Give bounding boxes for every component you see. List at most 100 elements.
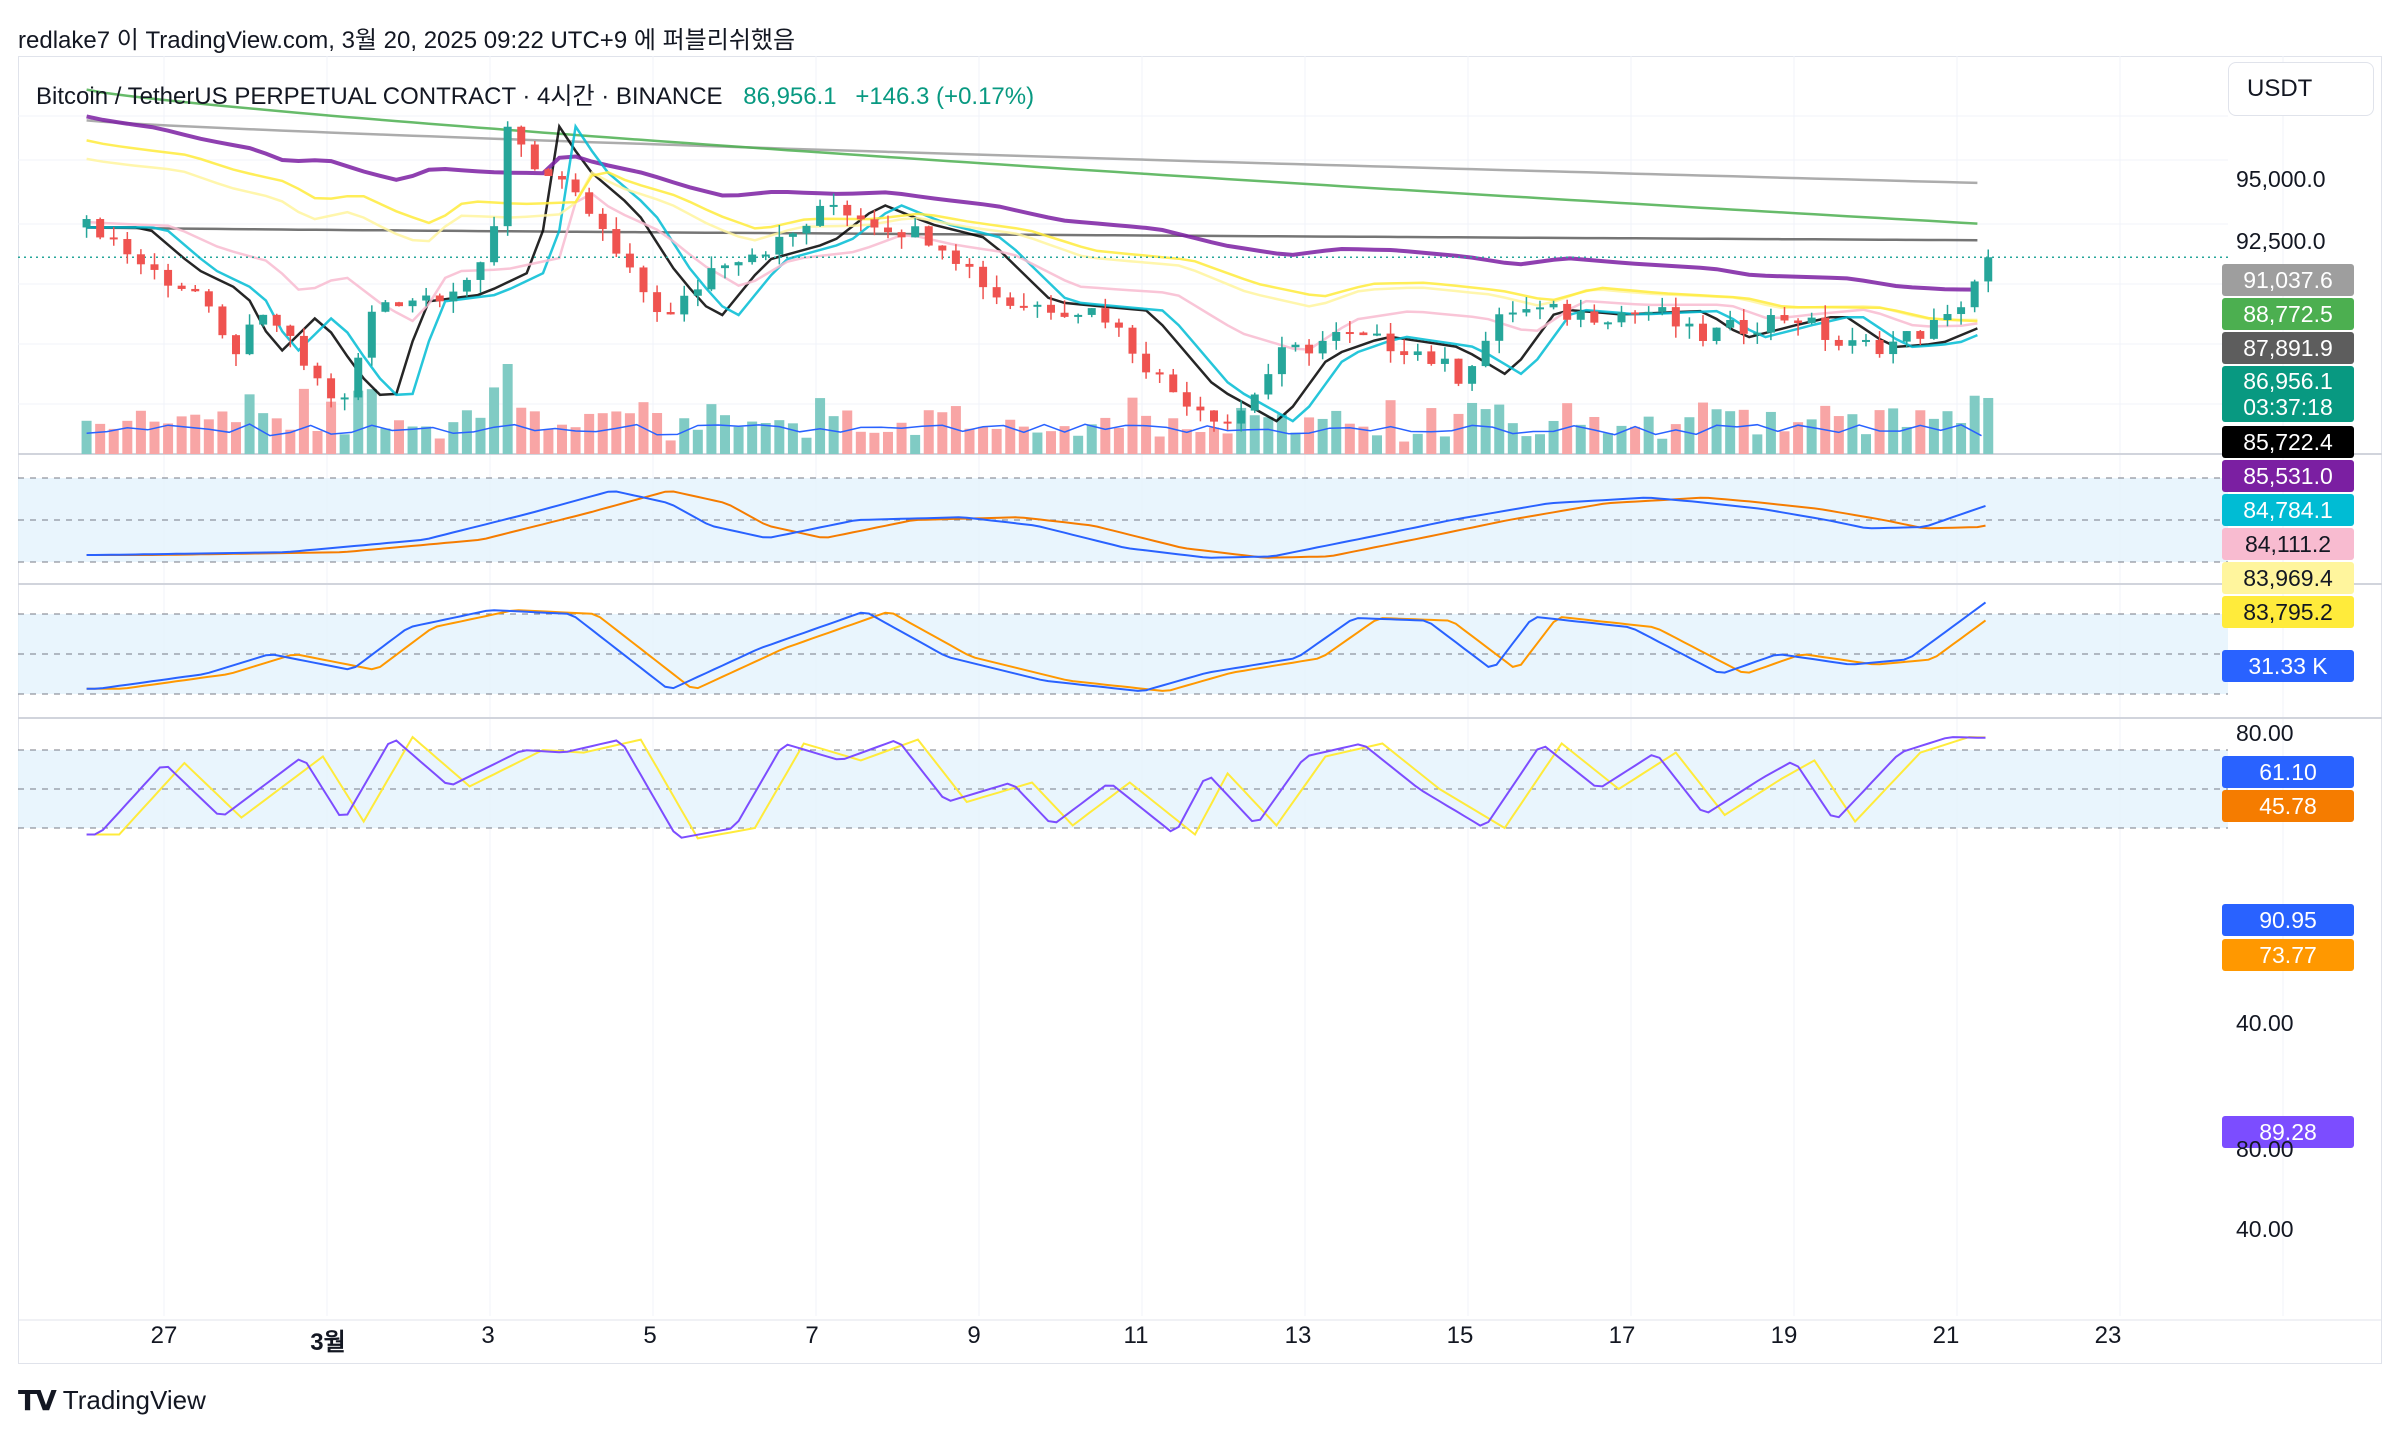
candle-up (720, 265, 729, 269)
candle-down (598, 213, 607, 230)
stoch-rsi-axis-label: 80.00 (2236, 1136, 2294, 1162)
candle-down (625, 253, 634, 268)
candle-down (992, 287, 1001, 298)
candle-up (680, 295, 689, 315)
moving-averages (18, 88, 2228, 423)
candle-down (979, 266, 988, 288)
volume-bar (1833, 416, 1844, 454)
price-level-tag: 85,722.4 (2222, 426, 2354, 458)
candle-down (1101, 308, 1110, 323)
candle-down (1019, 305, 1028, 308)
volume-bar (1399, 441, 1410, 454)
volume-bar (1181, 429, 1192, 454)
candle-down (218, 306, 227, 336)
volume-bar (1657, 438, 1668, 454)
candle-down (530, 144, 539, 170)
candle-up (1264, 374, 1273, 395)
candle-up (1277, 347, 1286, 375)
price-change: +146.3 (+0.17%) (855, 83, 1035, 110)
candle-up (245, 324, 254, 355)
chart-canvas[interactable] (18, 56, 2382, 1364)
candle-up (1617, 312, 1626, 323)
candle-up (707, 268, 716, 290)
candle-down (231, 335, 240, 355)
volume-bar (556, 424, 567, 454)
volume-bar (869, 432, 880, 454)
candle-down (1060, 312, 1069, 317)
volume-bar (393, 420, 404, 454)
volume-bar (692, 429, 703, 454)
volume-bar (1589, 416, 1600, 454)
volume-bar (203, 419, 214, 454)
candle-up (476, 262, 485, 280)
volume-bar (1032, 432, 1043, 454)
volume-bar (801, 437, 812, 454)
candle-down (965, 263, 974, 267)
volume-bar (665, 440, 676, 454)
price-axis-label: 92,500.0 (2236, 228, 2326, 254)
candle-up (1644, 311, 1653, 314)
volume-bar (1670, 424, 1681, 454)
price-level-tag: 91,037.6 (2222, 264, 2354, 296)
volume-bar (719, 415, 730, 454)
volume-bar (1113, 427, 1124, 454)
volume-bar (108, 428, 119, 454)
volume-bar (855, 431, 866, 454)
volume-bar (298, 388, 309, 454)
volume-bar (1154, 436, 1165, 454)
volume-bar (1956, 423, 1967, 454)
candle-down (1590, 311, 1599, 323)
volume-bar (679, 418, 690, 454)
price-level-value: 83,969.4 (2243, 565, 2333, 591)
stoch-k-line (86, 601, 1987, 692)
bar-countdown: 03:37:18 (2243, 394, 2333, 420)
candle-down (639, 267, 648, 293)
tradingview-logo[interactable]: 𝗧𝗩 TradingView (18, 1384, 206, 1417)
volume-bar (1276, 414, 1287, 454)
volume-bar (991, 428, 1002, 454)
volume-bar (1507, 423, 1518, 454)
candle-down (1142, 353, 1151, 373)
candle-up (1291, 344, 1300, 348)
candle-down (1155, 372, 1164, 375)
x-axis-label: 21 (1932, 1322, 1960, 1349)
x-axis-label: 3월 (310, 1329, 346, 1356)
candle-down (109, 237, 118, 240)
candle-up (1957, 307, 1966, 315)
symbol-title[interactable]: Bitcoin / TetherUS PERPETUAL CONTRACT · … (36, 83, 723, 110)
volume-bar (380, 428, 391, 454)
volume-bar (366, 389, 377, 454)
volume-bar (285, 429, 296, 454)
volume-bar (747, 421, 758, 454)
candle-down (204, 291, 213, 307)
volume-bar (149, 421, 160, 454)
moving-average-line (86, 123, 1978, 423)
volume-bar (326, 401, 337, 454)
volume-bar (1222, 433, 1233, 454)
candle-up (1929, 319, 1938, 339)
candle-up (1753, 332, 1762, 335)
volume-bar (1331, 410, 1342, 454)
candle-down (843, 204, 852, 216)
stoch-k-tag: 90.95 (2222, 904, 2354, 936)
volume-bar (1086, 424, 1097, 454)
price-level-value: 85,531.0 (2243, 463, 2333, 489)
volume-bar (1616, 425, 1627, 454)
volume-bar (937, 412, 948, 454)
candle-down (1563, 303, 1572, 320)
volume-bar (1073, 435, 1084, 454)
volume-bar (271, 418, 282, 454)
currency-selector[interactable]: USDT (2228, 62, 2374, 116)
candle-down (1305, 344, 1314, 354)
candle-down (1916, 331, 1925, 339)
price-level-value: 31.33 K (2248, 653, 2328, 679)
price-level-value: 86,956.1 (2243, 368, 2333, 394)
volume-bar (774, 420, 785, 454)
candle-down (1223, 421, 1232, 424)
candle-down (517, 126, 526, 145)
candle-up (775, 236, 784, 255)
volume-bar (1738, 409, 1749, 454)
volume-bar (1901, 426, 1912, 454)
volume-ma-line (86, 423, 1982, 437)
candle-up (1481, 340, 1490, 367)
